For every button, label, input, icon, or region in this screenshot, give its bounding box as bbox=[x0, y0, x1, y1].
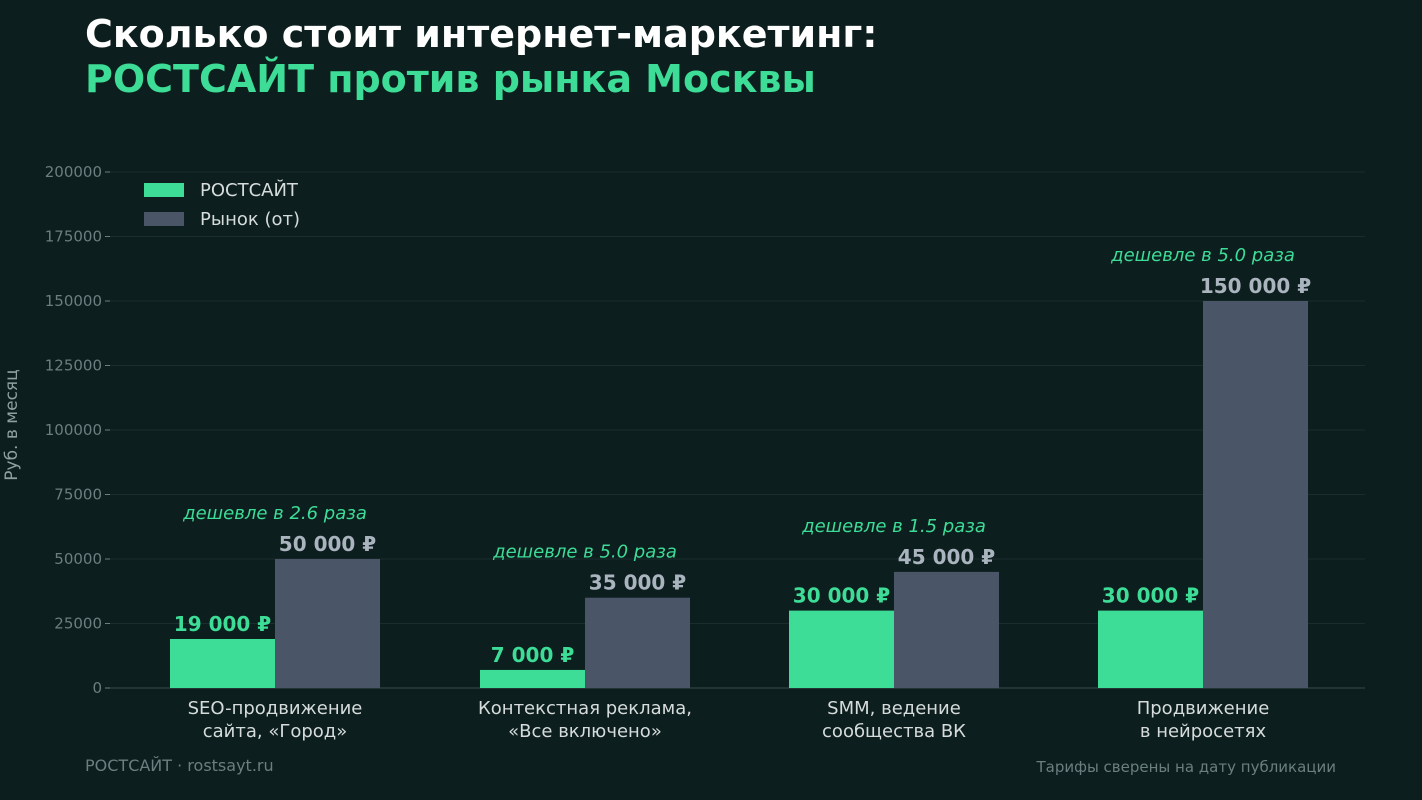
x-category-label: SMM, ведение bbox=[827, 698, 961, 719]
value-label-rostsayt: 30 000 ₽ bbox=[793, 584, 891, 608]
legend-label-market: Рынок (от) bbox=[200, 209, 300, 230]
savings-annotation: дешевле в 5.0 раза bbox=[492, 542, 677, 563]
footer-note: Тарифы сверены на дату публикации bbox=[1036, 758, 1337, 776]
bar-market bbox=[275, 559, 380, 688]
y-tick-label: 25000 bbox=[54, 615, 102, 633]
page-title-line2: РОСТСАЙТ против рынка Москвы bbox=[85, 57, 816, 101]
value-label-market: 150 000 ₽ bbox=[1200, 274, 1311, 298]
bar-rostsayt bbox=[480, 669, 585, 688]
y-tick-label: 75000 bbox=[54, 486, 102, 504]
savings-annotation: дешевле в 2.6 раза bbox=[182, 503, 367, 524]
legend-swatch-market bbox=[144, 212, 184, 226]
value-label-rostsayt: 30 000 ₽ bbox=[1102, 584, 1200, 608]
bar-rostsayt bbox=[789, 610, 894, 688]
x-category-label: «Все включено» bbox=[508, 721, 662, 742]
x-category-label: сайта, «Город» bbox=[203, 721, 347, 742]
value-label-market: 50 000 ₽ bbox=[279, 532, 377, 556]
bar-market bbox=[1203, 301, 1308, 688]
x-category-label: сообщества ВК bbox=[822, 721, 966, 742]
value-label-market: 45 000 ₽ bbox=[898, 545, 996, 569]
legend-swatch-rostsayt bbox=[144, 183, 184, 197]
y-tick-label: 200000 bbox=[45, 163, 102, 181]
value-label-rostsayt: 7 000 ₽ bbox=[491, 643, 575, 667]
x-category-label: Контекстная реклама, bbox=[478, 698, 692, 719]
page-title-line1: Сколько стоит интернет-маркетинг: bbox=[85, 12, 878, 56]
value-label-market: 35 000 ₽ bbox=[589, 571, 687, 595]
footer-brand: РОСТСАЙТ · rostsayt.ru bbox=[85, 756, 274, 775]
value-label-rostsayt: 19 000 ₽ bbox=[174, 612, 272, 636]
bar-rostsayt bbox=[170, 638, 275, 688]
x-category-label: SEO-продвижение bbox=[188, 698, 363, 719]
bar-market bbox=[585, 597, 690, 688]
savings-annotation: дешевле в 1.5 раза bbox=[801, 516, 986, 537]
y-tick-label: 0 bbox=[92, 679, 102, 697]
savings-annotation: дешевле в 5.0 раза bbox=[1110, 245, 1295, 266]
x-category-label: в нейросетях bbox=[1140, 721, 1267, 742]
y-tick-label: 50000 bbox=[54, 550, 102, 568]
legend-label-rostsayt: РОСТСАЙТ bbox=[200, 179, 299, 201]
y-tick-label: 150000 bbox=[45, 292, 102, 310]
y-tick-label: 125000 bbox=[45, 357, 102, 375]
x-category-label: Продвижение bbox=[1137, 698, 1270, 719]
bar-rostsayt bbox=[1098, 610, 1203, 688]
y-tick-label: 100000 bbox=[45, 421, 102, 439]
bar-market bbox=[894, 571, 999, 688]
y-tick-label: 175000 bbox=[45, 228, 102, 246]
y-axis-label: Руб. в месяц bbox=[2, 369, 22, 480]
